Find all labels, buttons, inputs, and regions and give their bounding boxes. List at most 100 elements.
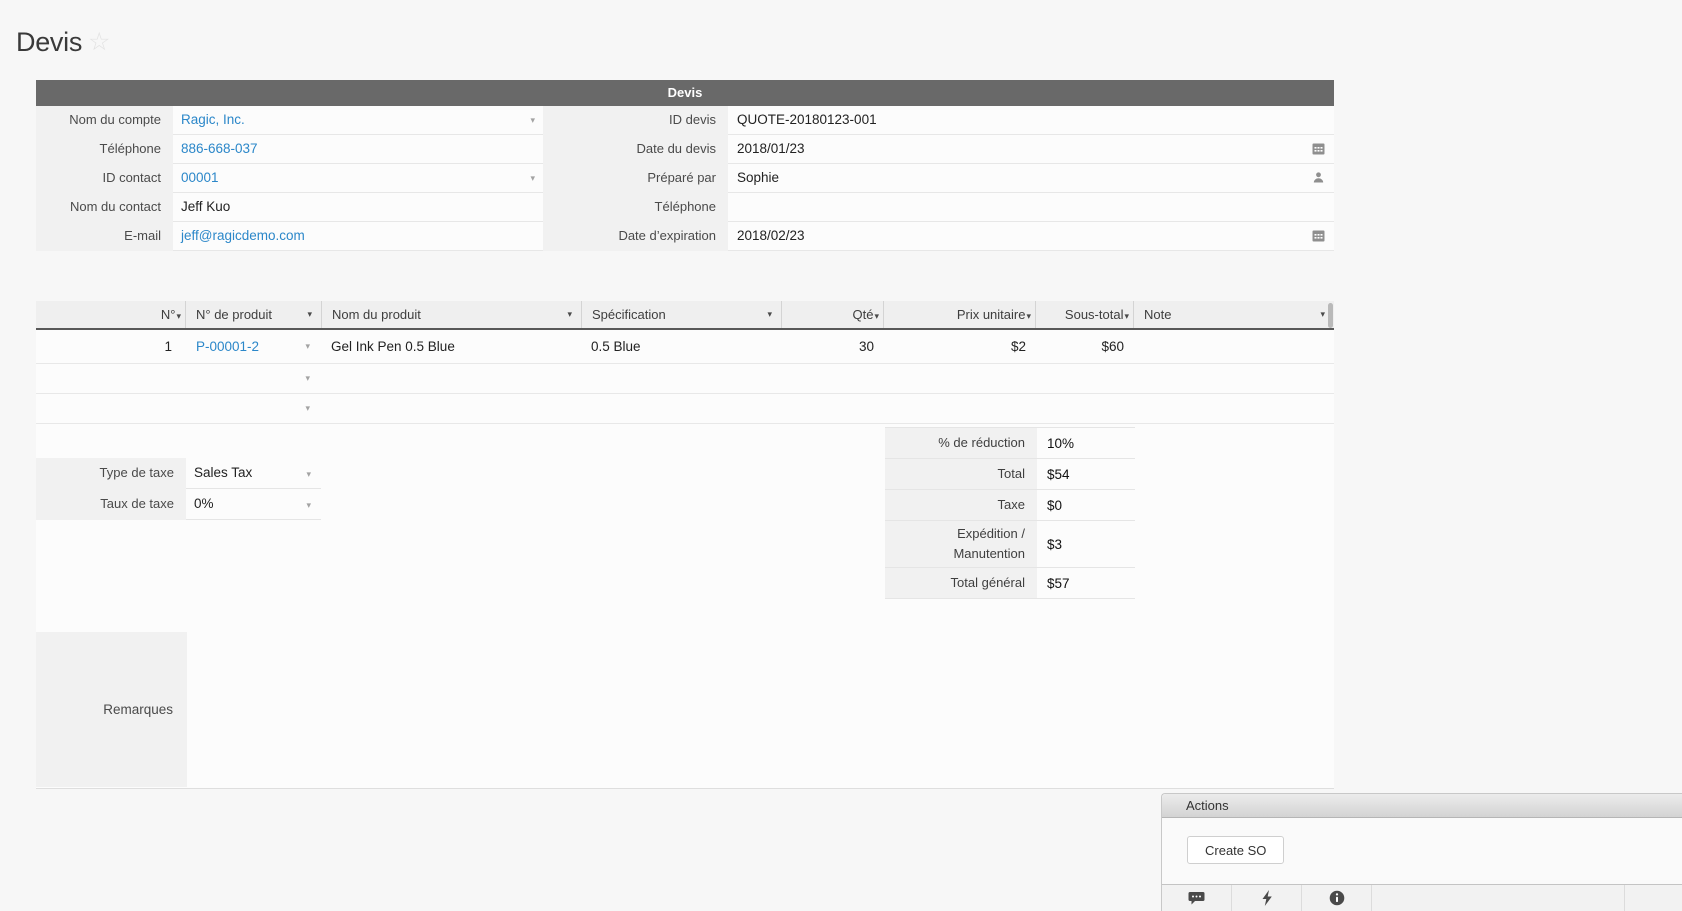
contact-id-link[interactable]: 00001 bbox=[181, 170, 219, 185]
field-value-id-contact[interactable]: 00001 ▾ bbox=[173, 164, 543, 193]
comments-button[interactable] bbox=[1162, 885, 1232, 911]
item-spec[interactable]: 0.5 Blue bbox=[582, 330, 782, 363]
item-no[interactable]: 1 bbox=[36, 330, 186, 363]
dropdown-arrow-icon[interactable]: ▾ bbox=[305, 403, 310, 413]
item-product-id[interactable]: P-00001-2 ▾ bbox=[186, 330, 322, 363]
cell-text: 0% bbox=[194, 496, 214, 511]
sort-arrow-icon[interactable]: ▾ bbox=[1026, 311, 1031, 321]
column-header-no[interactable]: N°▾ bbox=[36, 301, 186, 328]
field-label-date-du-devis: Date du devis bbox=[543, 135, 728, 164]
column-header-spec[interactable]: Spécification ▾ bbox=[582, 301, 782, 328]
field-value-nom-du-compte[interactable]: Ragic, Inc. ▾ bbox=[173, 106, 543, 135]
dropdown-arrow-icon[interactable]: ▾ bbox=[530, 115, 535, 125]
toolbar-spacer bbox=[1372, 885, 1625, 911]
total-value-reduction[interactable]: 10% bbox=[1037, 428, 1135, 458]
dropdown-arrow-icon[interactable]: ▾ bbox=[305, 341, 310, 351]
items-table-header: N°▾ N° de produit ▾ Nom du produit ▾ Spéci… bbox=[36, 301, 1334, 330]
sort-arrow-icon[interactable]: ▾ bbox=[307, 309, 312, 319]
info-button[interactable] bbox=[1302, 885, 1372, 911]
total-label-total-general: Total général bbox=[885, 568, 1037, 598]
quote-form: Devis Nom du compte Ragic, Inc. ▾ ID dev… bbox=[36, 80, 1334, 789]
cell-text: 0.5 Blue bbox=[591, 339, 641, 354]
item-product-name[interactable]: Gel Ink Pen 0.5 Blue bbox=[322, 330, 582, 363]
tax-fields: Type de taxe Sales Tax ▾ Taux de taxe 0%… bbox=[36, 458, 321, 520]
field-text: Jeff Kuo bbox=[181, 199, 231, 214]
quick-actions-button[interactable] bbox=[1232, 885, 1302, 911]
email-link[interactable]: jeff@ragicdemo.com bbox=[181, 228, 305, 243]
table-scrollbar[interactable] bbox=[1328, 303, 1333, 328]
item-unit-price[interactable]: $2 bbox=[884, 330, 1036, 363]
sort-arrow-icon[interactable]: ▾ bbox=[874, 311, 879, 321]
cell-text: $54 bbox=[1047, 466, 1070, 482]
field-value-telephone-2[interactable] bbox=[728, 193, 1334, 222]
product-link[interactable]: P-00001-2 bbox=[196, 339, 260, 354]
field-value-email[interactable]: jeff@ragicdemo.com bbox=[173, 222, 543, 251]
field-row: Téléphone 886-668-037 Date du devis 2018… bbox=[36, 135, 1334, 164]
total-value-taxe[interactable]: $0 bbox=[1037, 490, 1135, 520]
field-row: ID contact 00001 ▾ Préparé par Sophie bbox=[36, 164, 1334, 193]
toolbar-spacer bbox=[1625, 885, 1682, 911]
person-icon[interactable] bbox=[1312, 171, 1325, 184]
field-label-type-de-taxe: Type de taxe bbox=[36, 458, 186, 489]
column-label: N° bbox=[160, 307, 176, 322]
cell-text: $0 bbox=[1047, 497, 1063, 513]
lightning-icon bbox=[1261, 890, 1273, 906]
favorite-star-icon[interactable]: ☆ bbox=[88, 28, 111, 56]
column-header-note[interactable]: Note ▾ bbox=[1134, 301, 1334, 328]
dropdown-arrow-icon[interactable]: ▾ bbox=[530, 173, 535, 183]
column-header-qty[interactable]: Qté▾ bbox=[782, 301, 884, 328]
total-row: Total $54 bbox=[885, 459, 1135, 490]
column-label: Sous-total bbox=[1064, 307, 1124, 322]
item-note[interactable] bbox=[1134, 330, 1334, 363]
field-value-type-de-taxe[interactable]: Sales Tax ▾ bbox=[186, 458, 321, 489]
field-label-telephone-2: Téléphone bbox=[543, 193, 728, 222]
phone-link[interactable]: 886-668-037 bbox=[181, 141, 258, 156]
total-row: % de réduction 10% bbox=[885, 428, 1135, 459]
cell-text: $2 bbox=[1010, 339, 1026, 354]
item-qty[interactable]: 30 bbox=[782, 330, 884, 363]
column-label: Qté bbox=[852, 307, 874, 322]
item-product-id[interactable]: ▾ bbox=[186, 394, 322, 423]
sort-arrow-icon[interactable]: ▾ bbox=[767, 309, 772, 319]
item-row-empty: ▾ bbox=[36, 394, 1334, 424]
field-row: E-mail jeff@ragicdemo.com Date d’expirat… bbox=[36, 222, 1334, 251]
total-value-total[interactable]: $54 bbox=[1037, 459, 1135, 489]
field-value-date-expiration[interactable]: 2018/02/23 bbox=[728, 222, 1334, 251]
dropdown-arrow-icon[interactable]: ▾ bbox=[305, 373, 310, 383]
sort-arrow-icon[interactable]: ▾ bbox=[176, 311, 181, 321]
total-value-total-general[interactable]: $57 bbox=[1037, 568, 1135, 598]
cell-text: $3 bbox=[1047, 536, 1063, 552]
cell-text: $60 bbox=[1101, 339, 1124, 354]
sort-arrow-icon[interactable]: ▾ bbox=[1124, 311, 1129, 321]
field-value-taux-de-taxe[interactable]: 0% ▾ bbox=[186, 489, 321, 520]
column-header-subtotal[interactable]: Sous-total▾ bbox=[1036, 301, 1134, 328]
field-text: Sophie bbox=[737, 170, 780, 185]
dropdown-arrow-icon[interactable]: ▾ bbox=[306, 469, 311, 479]
column-header-product-name[interactable]: Nom du produit ▾ bbox=[322, 301, 582, 328]
dropdown-arrow-icon[interactable]: ▾ bbox=[306, 500, 311, 510]
form-lower-section: N°▾ N° de produit ▾ Nom du produit ▾ Spéci… bbox=[36, 301, 1334, 789]
field-value-id-devis[interactable]: QUOTE-20180123-001 bbox=[728, 106, 1334, 135]
field-text: 2018/02/23 bbox=[737, 228, 805, 243]
column-header-product-id[interactable]: N° de produit ▾ bbox=[186, 301, 322, 328]
sort-arrow-icon[interactable]: ▾ bbox=[567, 309, 572, 319]
actions-panel-title: Actions bbox=[1162, 794, 1682, 818]
total-value-expedition[interactable]: $3 bbox=[1037, 521, 1135, 567]
field-value-date-du-devis[interactable]: 2018/01/23 bbox=[728, 135, 1334, 164]
field-value-telephone[interactable]: 886-668-037 bbox=[173, 135, 543, 164]
create-so-button[interactable]: Create SO bbox=[1187, 836, 1285, 864]
total-label-taxe: Taxe bbox=[885, 490, 1037, 520]
item-subtotal[interactable]: $60 bbox=[1036, 330, 1134, 363]
field-value-nom-du-contact[interactable]: Jeff Kuo bbox=[173, 193, 543, 222]
calendar-icon[interactable] bbox=[1312, 142, 1325, 155]
calendar-icon[interactable] bbox=[1312, 229, 1325, 242]
sort-arrow-icon[interactable]: ▾ bbox=[1320, 309, 1325, 319]
field-text: 2018/01/23 bbox=[737, 141, 805, 156]
column-header-unit-price[interactable]: Prix unitaire▾ bbox=[884, 301, 1036, 328]
field-value-prepare-par[interactable]: Sophie bbox=[728, 164, 1334, 193]
account-link[interactable]: Ragic, Inc. bbox=[181, 112, 245, 127]
total-row: Taxe $0 bbox=[885, 490, 1135, 521]
item-product-id[interactable]: ▾ bbox=[186, 364, 322, 393]
item-row-empty: ▾ bbox=[36, 364, 1334, 394]
total-row: Total général $57 bbox=[885, 568, 1135, 599]
